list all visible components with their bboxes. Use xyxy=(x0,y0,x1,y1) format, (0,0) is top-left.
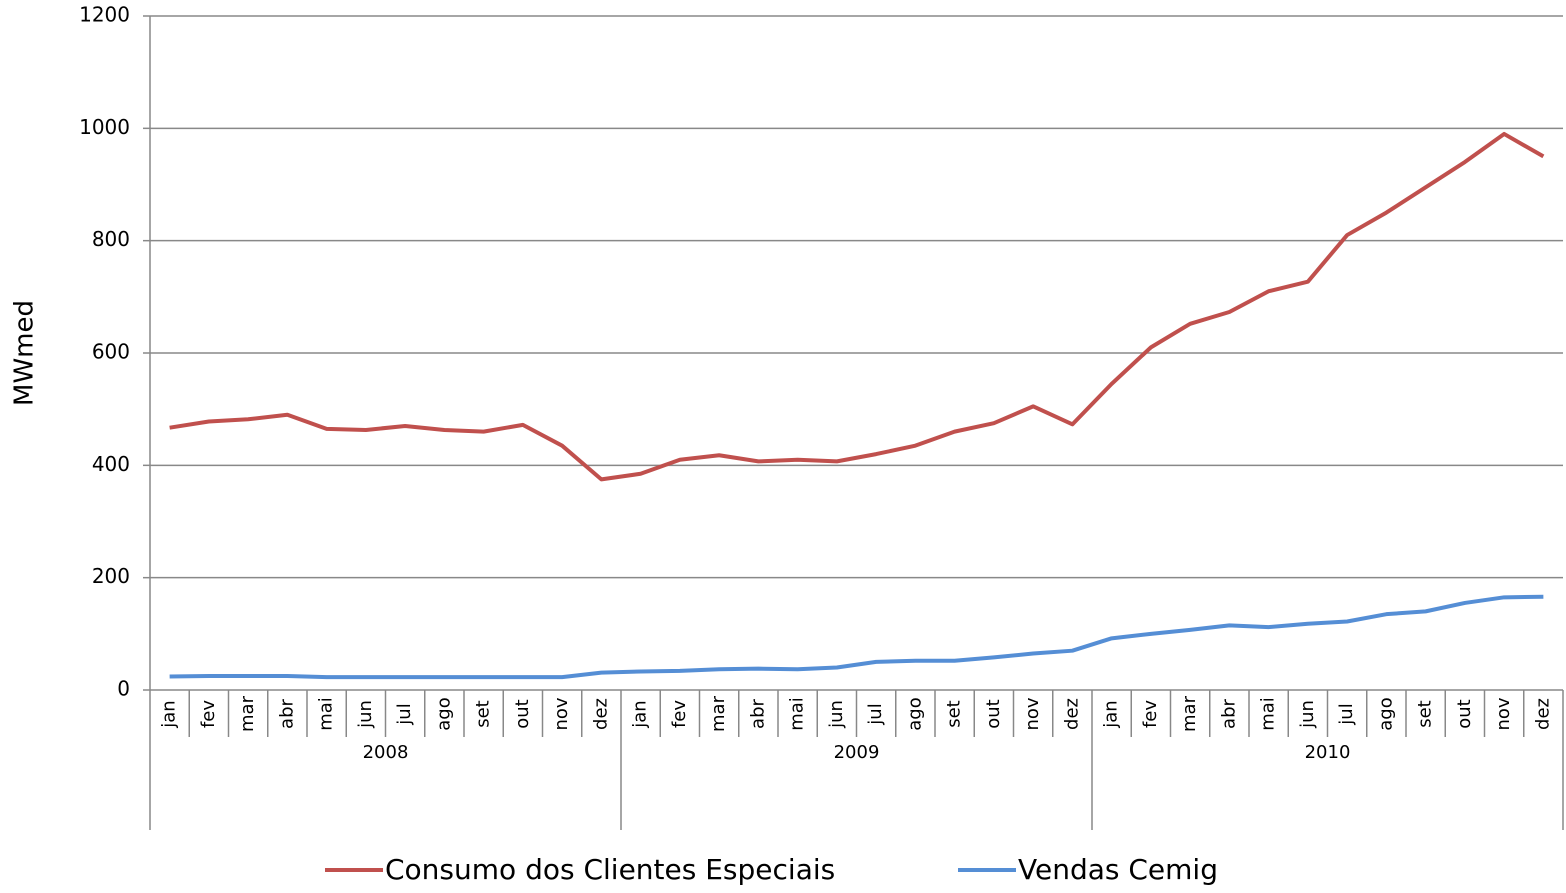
y-tick-label: 800 xyxy=(92,227,130,251)
x-tick-label: ago xyxy=(433,697,454,730)
x-tick-label: jun xyxy=(826,700,847,729)
x-tick-label: set xyxy=(1415,700,1436,728)
x-tick-label: mar xyxy=(708,695,729,732)
x-tick-label: nov xyxy=(1022,697,1043,730)
y-axis-label: MWmed xyxy=(10,300,40,406)
x-tick-label: nov xyxy=(1493,697,1514,730)
x-tick-label: dez xyxy=(1532,698,1553,730)
x-tick-label: nov xyxy=(551,697,572,730)
y-tick-label: 600 xyxy=(92,340,130,364)
x-tick-label: abr xyxy=(747,698,768,728)
y-tick-label: 0 xyxy=(117,677,130,701)
x-tick-label: jul xyxy=(865,703,886,725)
x-tick-label: out xyxy=(1454,699,1475,728)
y-tick-label: 200 xyxy=(92,564,130,588)
y-tick-label: 1000 xyxy=(79,115,130,139)
x-tick-label: mai xyxy=(1258,697,1279,731)
x-tick-label: fev xyxy=(669,700,690,728)
group-label: 2010 xyxy=(1305,742,1351,763)
x-tick-label: mai xyxy=(316,697,337,731)
group-label: 2008 xyxy=(363,742,409,763)
x-tick-label: dez xyxy=(1061,698,1082,730)
x-tick-label: jul xyxy=(1336,703,1357,725)
x-tick-label: jun xyxy=(355,700,376,729)
x-tick-label: fev xyxy=(1140,700,1161,728)
group-label: 2009 xyxy=(834,742,880,763)
series-line xyxy=(169,131,1545,482)
x-tick-label: jan xyxy=(630,700,651,728)
x-tick-label: set xyxy=(944,700,965,728)
x-tick-label: mar xyxy=(237,695,258,732)
x-tick-label: mai xyxy=(787,697,808,731)
y-tick-label: 1200 xyxy=(79,3,130,27)
x-tick-label: jan xyxy=(1101,700,1122,728)
x-tick-label: fev xyxy=(198,700,219,728)
legend-label: Vendas Cemig xyxy=(1018,853,1218,886)
x-tick-label: jan xyxy=(159,700,180,728)
x-tick-label: mar xyxy=(1179,695,1200,732)
x-tick-label: jun xyxy=(1297,700,1318,729)
x-tick-label: ago xyxy=(904,697,925,730)
legend-label: Consumo dos Clientes Especiais xyxy=(385,853,835,886)
y-tick-label: 400 xyxy=(92,452,130,476)
x-tick-label: dez xyxy=(590,698,611,730)
x-tick-label: abr xyxy=(276,698,297,728)
x-tick-label: out xyxy=(983,699,1004,728)
x-tick-label: set xyxy=(473,700,494,728)
x-tick-label: out xyxy=(512,699,533,728)
x-tick-label: jul xyxy=(394,703,415,725)
x-tick-label: abr xyxy=(1218,698,1239,728)
x-tick-label: ago xyxy=(1375,697,1396,730)
series-line xyxy=(169,594,1544,680)
